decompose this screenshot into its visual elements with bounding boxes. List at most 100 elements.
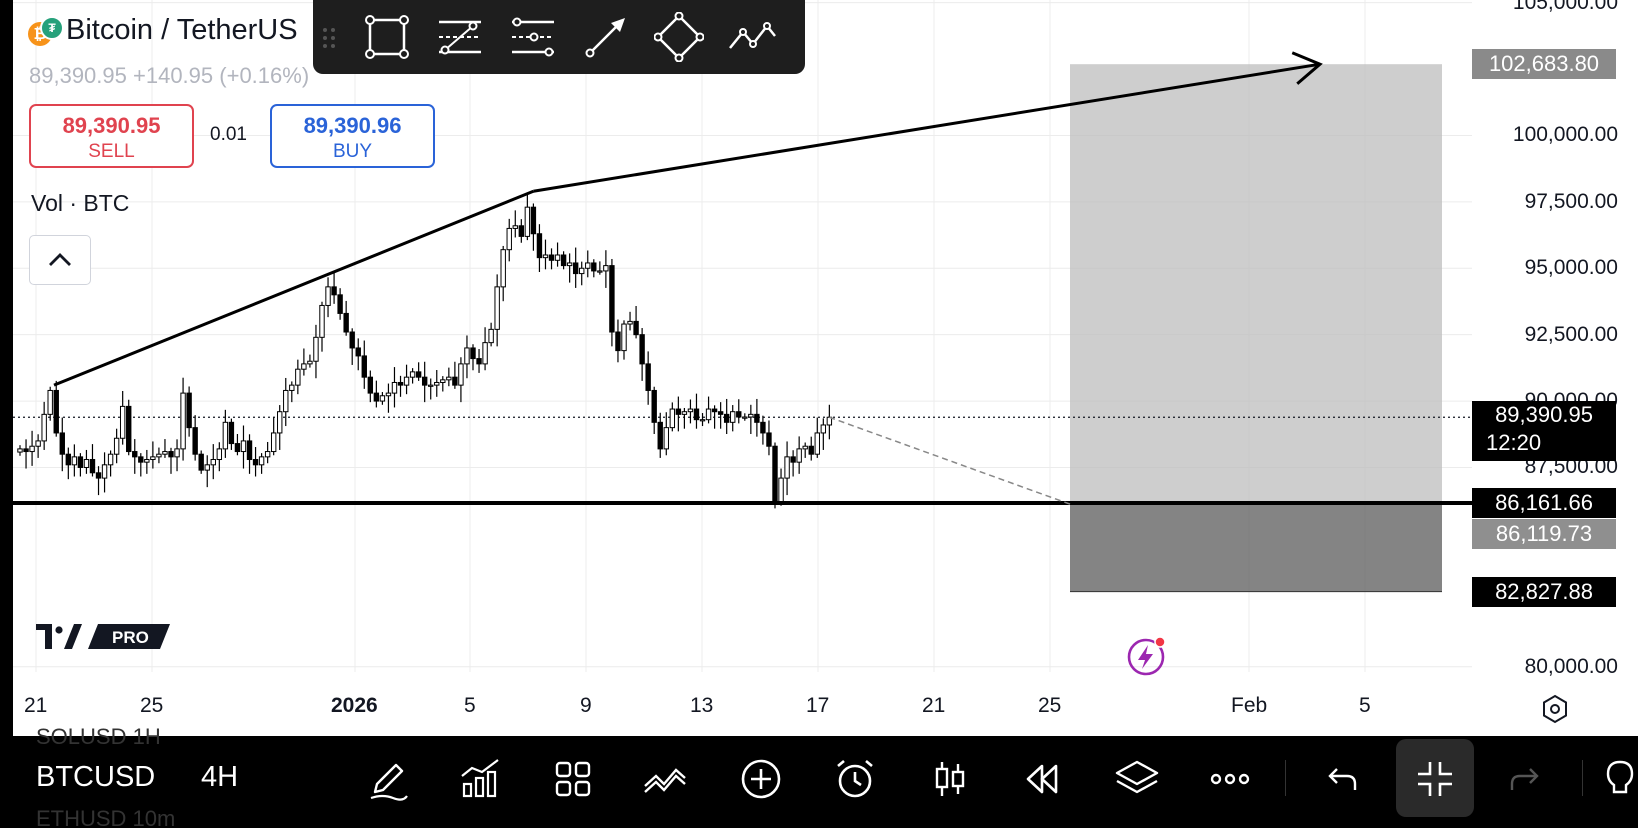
alert-icon[interactable]: [830, 754, 880, 804]
layers-icon[interactable]: [1112, 754, 1162, 804]
candle-body: [506, 227, 512, 251]
regression-trend-icon[interactable]: [508, 12, 558, 62]
position-stop-zone[interactable]: [1070, 504, 1442, 592]
candle-body: [295, 368, 301, 386]
candle-body: [301, 363, 307, 370]
candle-body: [585, 262, 591, 269]
rectangle-icon[interactable]: [362, 12, 412, 62]
candle-body: [65, 453, 72, 466]
candle-body: [554, 254, 561, 261]
candle-body: [470, 347, 476, 360]
lightbulb-icon[interactable]: [1600, 754, 1638, 804]
candle-body: [742, 416, 748, 419]
candle-body: [820, 424, 827, 434]
candle-body: [113, 437, 120, 455]
redo-icon[interactable]: [1502, 754, 1552, 804]
candle-body: [530, 206, 537, 235]
collapse-icon[interactable]: [1410, 754, 1460, 804]
candle-body: [772, 445, 778, 503]
symbol-selector[interactable]: BTCUSD: [36, 761, 156, 793]
candle-body: [730, 411, 736, 423]
candle-body: [609, 265, 615, 333]
candle-body: [603, 265, 609, 272]
candle-body: [591, 262, 597, 272]
drawings-icon[interactable]: [640, 754, 690, 804]
replay-icon[interactable]: [1018, 754, 1068, 804]
buy-label: BUY: [332, 141, 373, 162]
candle-body: [428, 384, 434, 387]
candle-body: [711, 408, 718, 413]
price-chart[interactable]: [0, 0, 1638, 736]
candle-body: [126, 405, 132, 453]
add-icon[interactable]: [736, 754, 786, 804]
chart-settings-icon[interactable]: [1540, 694, 1570, 724]
candle-body: [796, 448, 802, 463]
candle-body: [361, 355, 367, 378]
candle-body: [723, 413, 730, 423]
candle-body: [379, 395, 386, 402]
logo-pro-text: PRO: [112, 628, 149, 647]
candle-body: [252, 459, 259, 466]
candle-body: [536, 233, 543, 259]
candle-body: [826, 416, 833, 426]
candle-body: [500, 249, 506, 288]
price-axis-label: 92,500.00: [1524, 322, 1618, 346]
candle-body: [434, 381, 440, 386]
candle-body: [53, 389, 59, 434]
candle-body: [101, 464, 108, 479]
time-axis-label: 25: [140, 694, 164, 717]
parallel-channel-icon[interactable]: [435, 12, 485, 62]
position-target-zone[interactable]: [1070, 64, 1442, 505]
layouts-icon[interactable]: [548, 754, 598, 804]
pen-icon[interactable]: [363, 754, 413, 804]
candles-icon[interactable]: [925, 754, 975, 804]
more-icon[interactable]: [1205, 754, 1255, 804]
candle-body: [572, 262, 579, 275]
tradingview-pro-logo: PRO: [36, 624, 170, 649]
current-price-value: 89,390.95: [1495, 402, 1593, 428]
candle-body: [71, 456, 78, 466]
indicators-icon[interactable]: [456, 754, 506, 804]
toolbar-separator: [1285, 760, 1286, 796]
time-axis-label: 25: [1038, 694, 1062, 717]
time-axis-label: 5: [464, 694, 476, 717]
interval-selector[interactable]: 4H: [201, 761, 239, 793]
candle-body: [748, 413, 754, 418]
candle-body: [681, 411, 688, 415]
candle-body: [277, 411, 283, 434]
collapse-legend-button[interactable]: [29, 235, 91, 285]
candle-body: [542, 254, 549, 259]
candle-body: [699, 419, 706, 422]
arrow-icon[interactable]: [581, 12, 631, 62]
trend-arrow[interactable]: [533, 62, 1321, 193]
candle-body: [476, 358, 482, 365]
undo-icon[interactable]: [1315, 754, 1365, 804]
volume-legend[interactable]: Vol · BTC: [31, 190, 130, 216]
candle-body: [174, 448, 180, 458]
sell-button[interactable]: 89,390.95 SELL: [29, 104, 194, 168]
path-icon[interactable]: [727, 12, 777, 62]
candle-body: [258, 456, 265, 466]
candle-body: [736, 411, 742, 418]
candle-body: [107, 453, 114, 466]
drag-handle-icon[interactable]: [321, 26, 337, 50]
candle-body: [138, 456, 144, 463]
window-edge: [0, 0, 13, 828]
candle-body: [446, 376, 452, 381]
candle-body: [397, 381, 404, 386]
rising-trendline[interactable]: [53, 189, 534, 387]
candle-body: [790, 456, 796, 463]
chevron-up-icon: [49, 253, 71, 266]
candle-body: [168, 451, 174, 458]
buy-button[interactable]: 89,390.96 BUY: [270, 104, 435, 168]
ghost-symbol-above: SOLUSD 1H: [36, 724, 161, 749]
bitcoin-tether-icon: ₿ ₮: [28, 15, 64, 46]
symbol-header[interactable]: ₿ ₮ Bitcoin / TetherUS: [28, 14, 298, 47]
candle-body: [421, 376, 428, 386]
lightning-news-icon[interactable]: [1126, 634, 1170, 678]
entry-price-tag: 86,119.73: [1472, 519, 1616, 550]
collapse-button[interactable]: [1396, 739, 1474, 817]
candle-body: [331, 286, 337, 296]
rotated-rectangle-icon[interactable]: [654, 12, 704, 62]
candle-body: [192, 427, 198, 455]
